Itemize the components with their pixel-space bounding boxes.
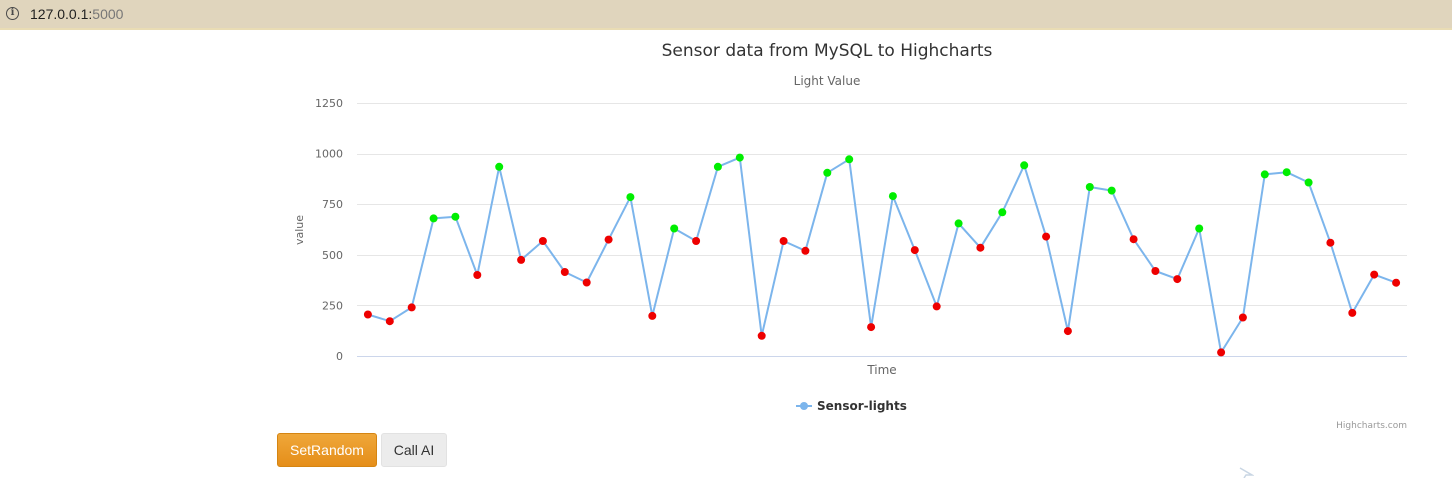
chart-container: Sensor data from MySQL to Highcharts Lig… (287, 34, 1417, 434)
data-point[interactable] (932, 302, 941, 311)
url-text[interactable]: 127.0.0.1:5000 (30, 6, 123, 22)
data-point[interactable] (1085, 183, 1094, 191)
address-bar[interactable]: i 127.0.0.1:5000 (0, 0, 1452, 30)
data-point[interactable] (538, 237, 547, 245)
chart-title: Sensor data from MySQL to Highcharts (662, 41, 993, 61)
data-point[interactable] (385, 317, 394, 326)
data-point[interactable] (954, 219, 963, 228)
data-point[interactable] (1260, 170, 1269, 179)
data-point[interactable] (670, 224, 679, 233)
data-point[interactable] (867, 323, 876, 332)
x-axis-title: Time (866, 363, 896, 377)
data-point[interactable] (757, 331, 766, 340)
data-point[interactable] (910, 246, 919, 255)
y-tick-label: 0 (336, 350, 343, 363)
series-line (367, 156, 1397, 354)
data-point[interactable] (473, 271, 482, 279)
sensor-chart: Sensor data from MySQL to Highcharts Lig… (293, 41, 1407, 431)
data-point[interactable] (976, 243, 985, 252)
data-point[interactable] (801, 246, 810, 255)
data-point[interactable] (1392, 278, 1401, 287)
data-point[interactable] (407, 303, 416, 312)
series-group (363, 153, 1401, 357)
data-point[interactable] (823, 168, 832, 177)
data-point[interactable] (1129, 235, 1138, 244)
data-point[interactable] (363, 310, 372, 319)
y-tick-label: 500 (322, 249, 343, 262)
data-point[interactable] (648, 311, 657, 320)
y-axis-title: value (293, 215, 306, 245)
credits-link[interactable]: Highcharts.com (1336, 421, 1407, 431)
y-axis-labels: 0 250 500 750 1000 1250 (315, 97, 343, 363)
data-point[interactable] (1304, 178, 1313, 187)
data-point[interactable] (713, 162, 722, 171)
call-ai-button[interactable]: Call AI (381, 433, 447, 467)
data-point[interactable] (888, 192, 897, 201)
data-point[interactable] (429, 214, 438, 223)
y-tick-label: 1000 (315, 148, 343, 161)
chart-subtitle: Light Value (794, 74, 861, 88)
data-point[interactable] (517, 255, 526, 264)
url-host: 127.0.0.1: (30, 6, 93, 22)
data-point[interactable] (845, 155, 854, 164)
data-point[interactable] (1195, 224, 1204, 233)
data-point[interactable] (1348, 308, 1357, 317)
data-point[interactable] (735, 153, 744, 162)
data-point[interactable] (1107, 186, 1116, 195)
cursor-icon (1239, 467, 1254, 478)
data-point[interactable] (1238, 313, 1247, 322)
legend-item-label[interactable]: Sensor-lights (817, 399, 907, 413)
set-random-button[interactable]: SetRandom (277, 433, 377, 467)
data-point[interactable] (1370, 270, 1379, 279)
data-point[interactable] (1020, 161, 1029, 170)
url-port: 5000 (92, 6, 124, 22)
grid-lines (357, 103, 1407, 357)
legend[interactable]: Sensor-lights (796, 399, 907, 413)
data-point[interactable] (1173, 275, 1182, 284)
y-tick-label: 250 (322, 299, 343, 312)
data-point[interactable] (560, 268, 569, 276)
data-point[interactable] (1217, 348, 1226, 357)
data-point[interactable] (779, 237, 788, 245)
data-point[interactable] (1063, 327, 1072, 336)
y-tick-label: 750 (322, 198, 343, 211)
data-point[interactable] (1326, 238, 1335, 247)
data-point[interactable] (692, 237, 701, 245)
data-point[interactable] (451, 212, 460, 221)
data-point[interactable] (495, 162, 504, 171)
legend-marker-icon (800, 402, 808, 410)
data-point[interactable] (626, 193, 635, 202)
y-tick-label: 1250 (315, 97, 343, 110)
data-point[interactable] (1282, 168, 1291, 177)
data-point[interactable] (998, 208, 1007, 217)
data-point[interactable] (1151, 267, 1160, 275)
data-point[interactable] (1042, 232, 1051, 241)
data-point[interactable] (604, 235, 613, 244)
data-point[interactable] (582, 278, 591, 287)
info-icon[interactable]: i (6, 7, 19, 20)
